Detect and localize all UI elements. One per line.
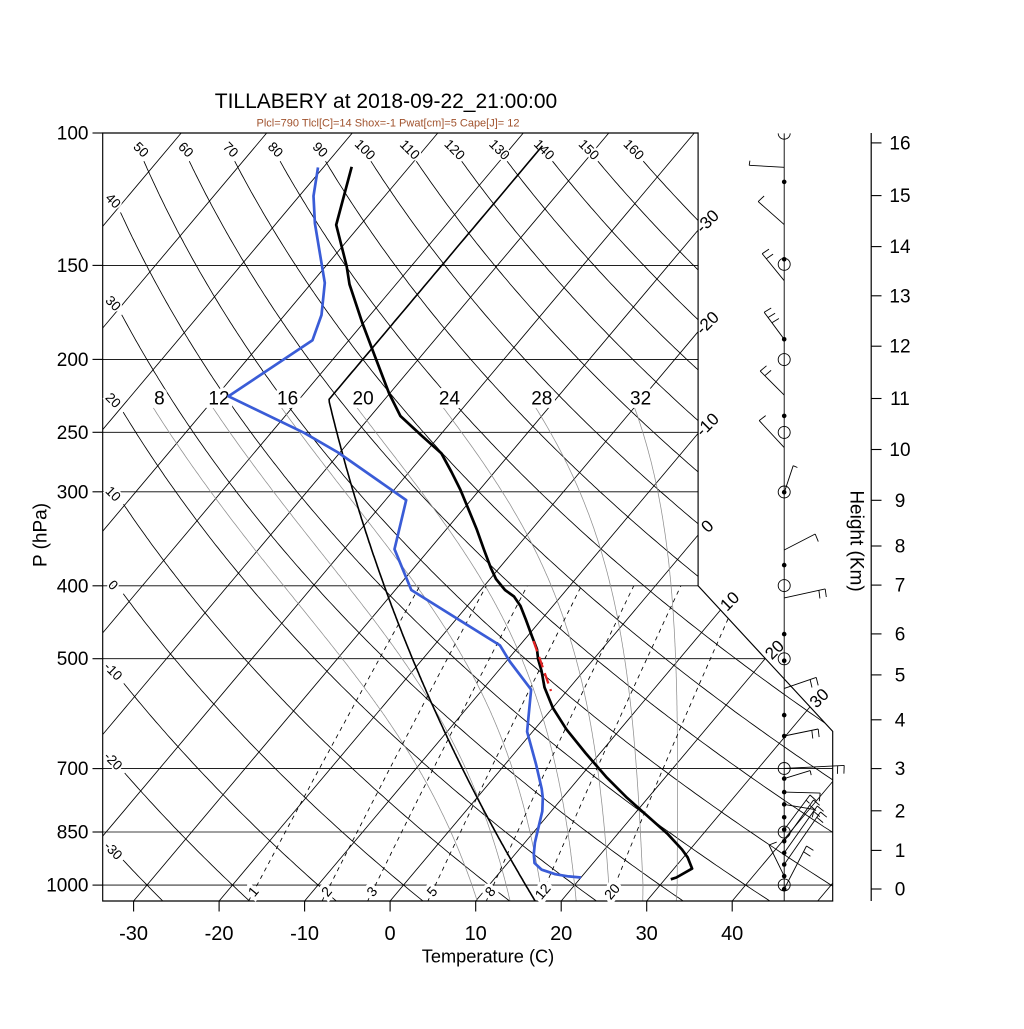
svg-text:40: 40 xyxy=(721,923,743,945)
svg-text:6: 6 xyxy=(895,624,906,645)
svg-text:32: 32 xyxy=(630,389,651,410)
svg-text:1000: 1000 xyxy=(46,876,88,897)
svg-text:20: 20 xyxy=(550,923,572,945)
svg-text:8: 8 xyxy=(154,389,165,410)
svg-text:9: 9 xyxy=(895,491,906,512)
svg-text:Plcl=790 Tlcl[C]=14 Shox=-1 Pw: Plcl=790 Tlcl[C]=14 Shox=-1 Pwat[cm]=5 C… xyxy=(256,118,519,130)
svg-text:12: 12 xyxy=(208,389,229,410)
svg-text:850: 850 xyxy=(57,823,89,844)
svg-text:100: 100 xyxy=(57,124,89,145)
svg-text:10: 10 xyxy=(465,923,487,945)
svg-text:0: 0 xyxy=(895,880,906,901)
svg-text:TILLABERY at 2018-09-22_21:00:: TILLABERY at 2018-09-22_21:00:00 xyxy=(215,90,557,113)
svg-text:4: 4 xyxy=(895,710,906,731)
svg-text:3: 3 xyxy=(895,759,906,780)
svg-text:400: 400 xyxy=(57,576,89,597)
svg-text:150: 150 xyxy=(57,256,89,277)
svg-text:12: 12 xyxy=(889,337,910,358)
svg-text:15: 15 xyxy=(889,186,910,207)
svg-text:300: 300 xyxy=(57,482,89,503)
svg-text:30: 30 xyxy=(636,923,658,945)
svg-text:0: 0 xyxy=(385,923,396,945)
svg-text:P (hPa): P (hPa) xyxy=(31,503,52,567)
svg-text:-20: -20 xyxy=(205,923,234,945)
svg-text:20: 20 xyxy=(353,389,374,410)
svg-text:700: 700 xyxy=(57,759,89,780)
svg-text:Height (Km): Height (Km) xyxy=(846,490,867,591)
svg-text:2: 2 xyxy=(895,801,906,822)
svg-text:Temperature (C): Temperature (C) xyxy=(422,947,554,967)
svg-text:11: 11 xyxy=(890,389,910,410)
svg-text:7: 7 xyxy=(895,576,906,597)
svg-text:24: 24 xyxy=(439,389,461,410)
svg-text:-30: -30 xyxy=(119,923,148,945)
svg-text:10: 10 xyxy=(889,440,910,461)
svg-text:500: 500 xyxy=(57,649,89,670)
svg-text:16: 16 xyxy=(889,133,910,154)
svg-text:28: 28 xyxy=(531,389,552,410)
svg-text:5: 5 xyxy=(895,665,906,686)
svg-text:1: 1 xyxy=(895,841,906,862)
svg-text:16: 16 xyxy=(277,389,298,410)
svg-text:250: 250 xyxy=(57,423,89,444)
svg-text:13: 13 xyxy=(889,286,910,307)
svg-text:8: 8 xyxy=(895,537,906,558)
svg-text:200: 200 xyxy=(57,350,89,371)
svg-text:-10: -10 xyxy=(290,923,319,945)
svg-text:14: 14 xyxy=(889,237,911,258)
